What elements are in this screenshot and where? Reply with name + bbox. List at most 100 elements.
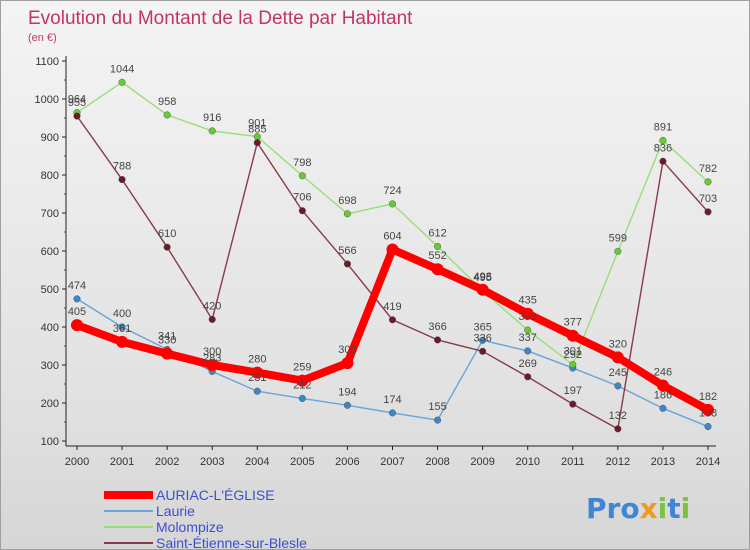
data-point [702, 403, 714, 416]
data-label: 174 [383, 394, 401, 406]
data-point [118, 78, 126, 86]
y-tick-label: 1100 [35, 56, 59, 68]
x-tick-label: 2009 [470, 456, 494, 468]
data-label: 566 [338, 245, 356, 257]
data-label: 301 [564, 346, 582, 358]
data-label: 964 [68, 94, 86, 106]
data-point [116, 335, 129, 348]
y-tick-label: 600 [41, 246, 59, 258]
data-label: 337 [519, 332, 537, 344]
data-label: 495 [473, 272, 491, 284]
y-tick-label: 300 [41, 360, 59, 372]
data-label: 155 [428, 401, 446, 413]
data-point [208, 315, 216, 323]
data-point [386, 243, 399, 256]
data-point [476, 283, 489, 296]
data-label: 836 [654, 142, 672, 154]
data-point [388, 200, 397, 208]
data-label: 612 [428, 227, 446, 239]
data-label: 392 [519, 311, 537, 323]
data-label: 420 [203, 300, 221, 312]
data-point [341, 357, 354, 370]
data-point [388, 316, 397, 324]
data-point [434, 242, 442, 250]
data-label: 901 [248, 118, 266, 130]
x-tick-label: 2013 [651, 456, 675, 468]
data-point [163, 243, 171, 251]
y-tick-label: 500 [41, 284, 59, 296]
data-label: 269 [519, 358, 537, 370]
data-label: 138 [699, 408, 717, 420]
legend-label: Saint-Étienne-sur-Blesle [156, 535, 307, 549]
data-point [71, 319, 83, 332]
data-label: 599 [609, 232, 627, 244]
data-point [343, 210, 351, 218]
data-point [611, 351, 624, 364]
data-point [524, 347, 532, 355]
data-point [521, 307, 534, 320]
data-label: 698 [338, 195, 356, 207]
data-point [296, 374, 309, 387]
data-point [659, 136, 667, 144]
unit-label: (en €) [28, 32, 57, 44]
data-point [206, 359, 219, 371]
x-tick-label: 2005 [290, 456, 314, 468]
data-label: 498 [473, 271, 491, 283]
x-ticks: 2000 2001 2002 2003 2004 2005 2006 2007 2008 2009… [65, 446, 720, 468]
legend: AURIAC-L'ÉGLISELaurieMolompizeSaint-Étie… [104, 487, 307, 549]
data-label: 280 [248, 354, 266, 366]
x-tick-label: 2003 [200, 456, 224, 468]
series-molompize [73, 78, 712, 369]
y-tick-label: 100 [41, 436, 59, 448]
y-tick-label: 400 [41, 322, 59, 334]
data-point [118, 323, 126, 331]
data-point [479, 336, 487, 344]
chart-title: Evolution du Montant de la Dette par Hab… [28, 8, 413, 29]
data-label: 798 [293, 157, 311, 169]
data-point [569, 400, 577, 408]
y-ticks: 100 200 300 400 500 600 700 800 900 1000 1100 [35, 56, 66, 448]
proxiti-logo: Proxiti [586, 492, 690, 525]
proxiti-logo-text: Proxiti [586, 492, 690, 525]
series-saint-etienne-sur-blesle [73, 112, 712, 433]
series-auriac-l-eglise [71, 243, 714, 416]
data-label: 292 [564, 349, 582, 361]
x-tick-label: 2012 [606, 456, 630, 468]
data-label: 212 [293, 379, 311, 391]
data-point [298, 172, 306, 180]
x-tick-label: 2004 [245, 456, 269, 468]
data-point [343, 260, 351, 268]
y-tick-label: 900 [41, 132, 59, 144]
y-tick-label: 200 [41, 398, 59, 410]
legend-label: Molompize [156, 519, 224, 535]
data-label: 320 [609, 338, 627, 350]
data-label: 916 [203, 112, 221, 124]
data-point [163, 111, 171, 119]
data-point [659, 157, 667, 165]
data-point [614, 247, 622, 255]
data-label: 259 [293, 362, 311, 374]
data-label: 377 [564, 317, 582, 329]
x-tick-label: 2006 [335, 456, 359, 468]
data-point [253, 387, 261, 395]
data-label: 305 [338, 344, 356, 356]
x-tick-label: 2002 [155, 456, 179, 468]
data-label: 552 [428, 250, 446, 262]
data-point [524, 326, 532, 334]
data-point [161, 347, 174, 360]
data-point [208, 127, 216, 135]
data-point [614, 382, 622, 390]
legend-label: AURIAC-L'ÉGLISE [156, 487, 275, 503]
data-label: 1044 [110, 63, 134, 75]
data-point [73, 295, 81, 303]
data-label: 724 [383, 185, 401, 197]
data-point [524, 373, 532, 381]
data-point [569, 361, 577, 369]
data-point [298, 394, 306, 402]
data-label: 245 [609, 367, 627, 379]
data-label: 706 [293, 192, 311, 204]
data-point [566, 329, 579, 342]
y-tick-label: 1000 [35, 94, 59, 106]
data-point [251, 366, 264, 379]
